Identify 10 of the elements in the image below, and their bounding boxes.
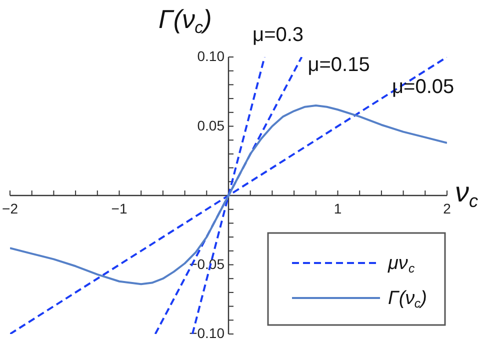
y-tick-label: 0.05	[197, 117, 225, 134]
x-tick-label: −2	[2, 200, 18, 216]
y-tick-label: −0.10	[189, 325, 225, 341]
x-tick-label: 2	[443, 200, 452, 216]
x-tick-label: −1	[111, 200, 128, 216]
series-label: μ=0.3	[252, 24, 304, 46]
series-label: μ=0.15	[308, 54, 370, 76]
series-label: μ=0.05	[392, 76, 454, 98]
x-tick-label: 1	[334, 200, 342, 216]
y-tick-label: 0.10	[197, 48, 225, 64]
